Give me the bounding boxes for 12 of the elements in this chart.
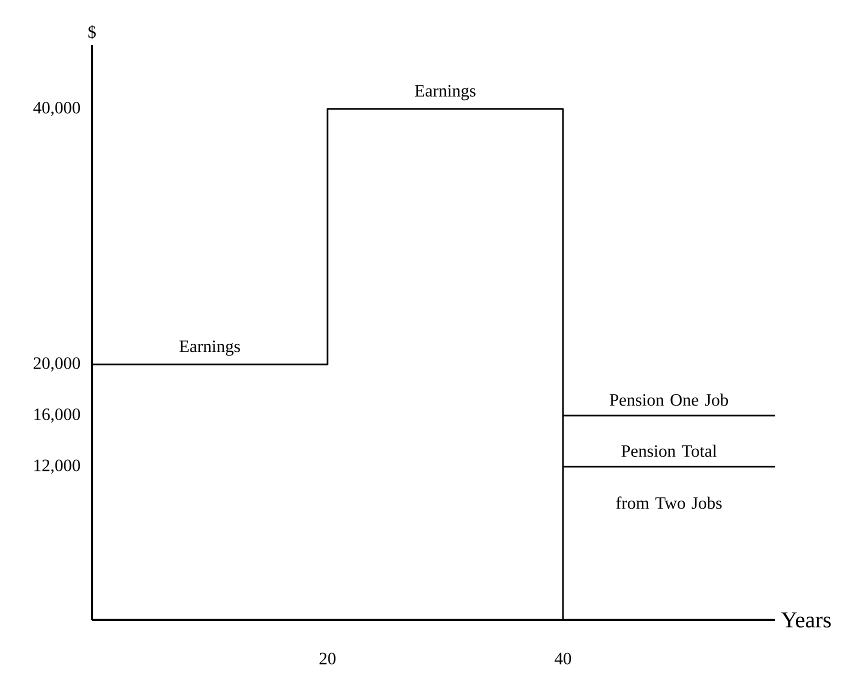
x-tick-label: 40 (554, 652, 571, 664)
x-axis-title: Years (781, 612, 831, 628)
y-tick-label: 40,000 (33, 102, 80, 116)
x-tick-label: 20 (320, 652, 336, 664)
y-tick-label: 20,000 (34, 357, 80, 372)
annotation: Earnings (179, 340, 240, 356)
series-label: Pension One Job (610, 394, 728, 406)
text: Pension Total from Two Jobs (616, 444, 722, 509)
y-axis-title: $ (88, 25, 96, 40)
annotation: Earnings (414, 85, 476, 100)
y-tick-label: 16,000 (34, 408, 80, 423)
y-tick-label: 12,000 (34, 460, 80, 474)
